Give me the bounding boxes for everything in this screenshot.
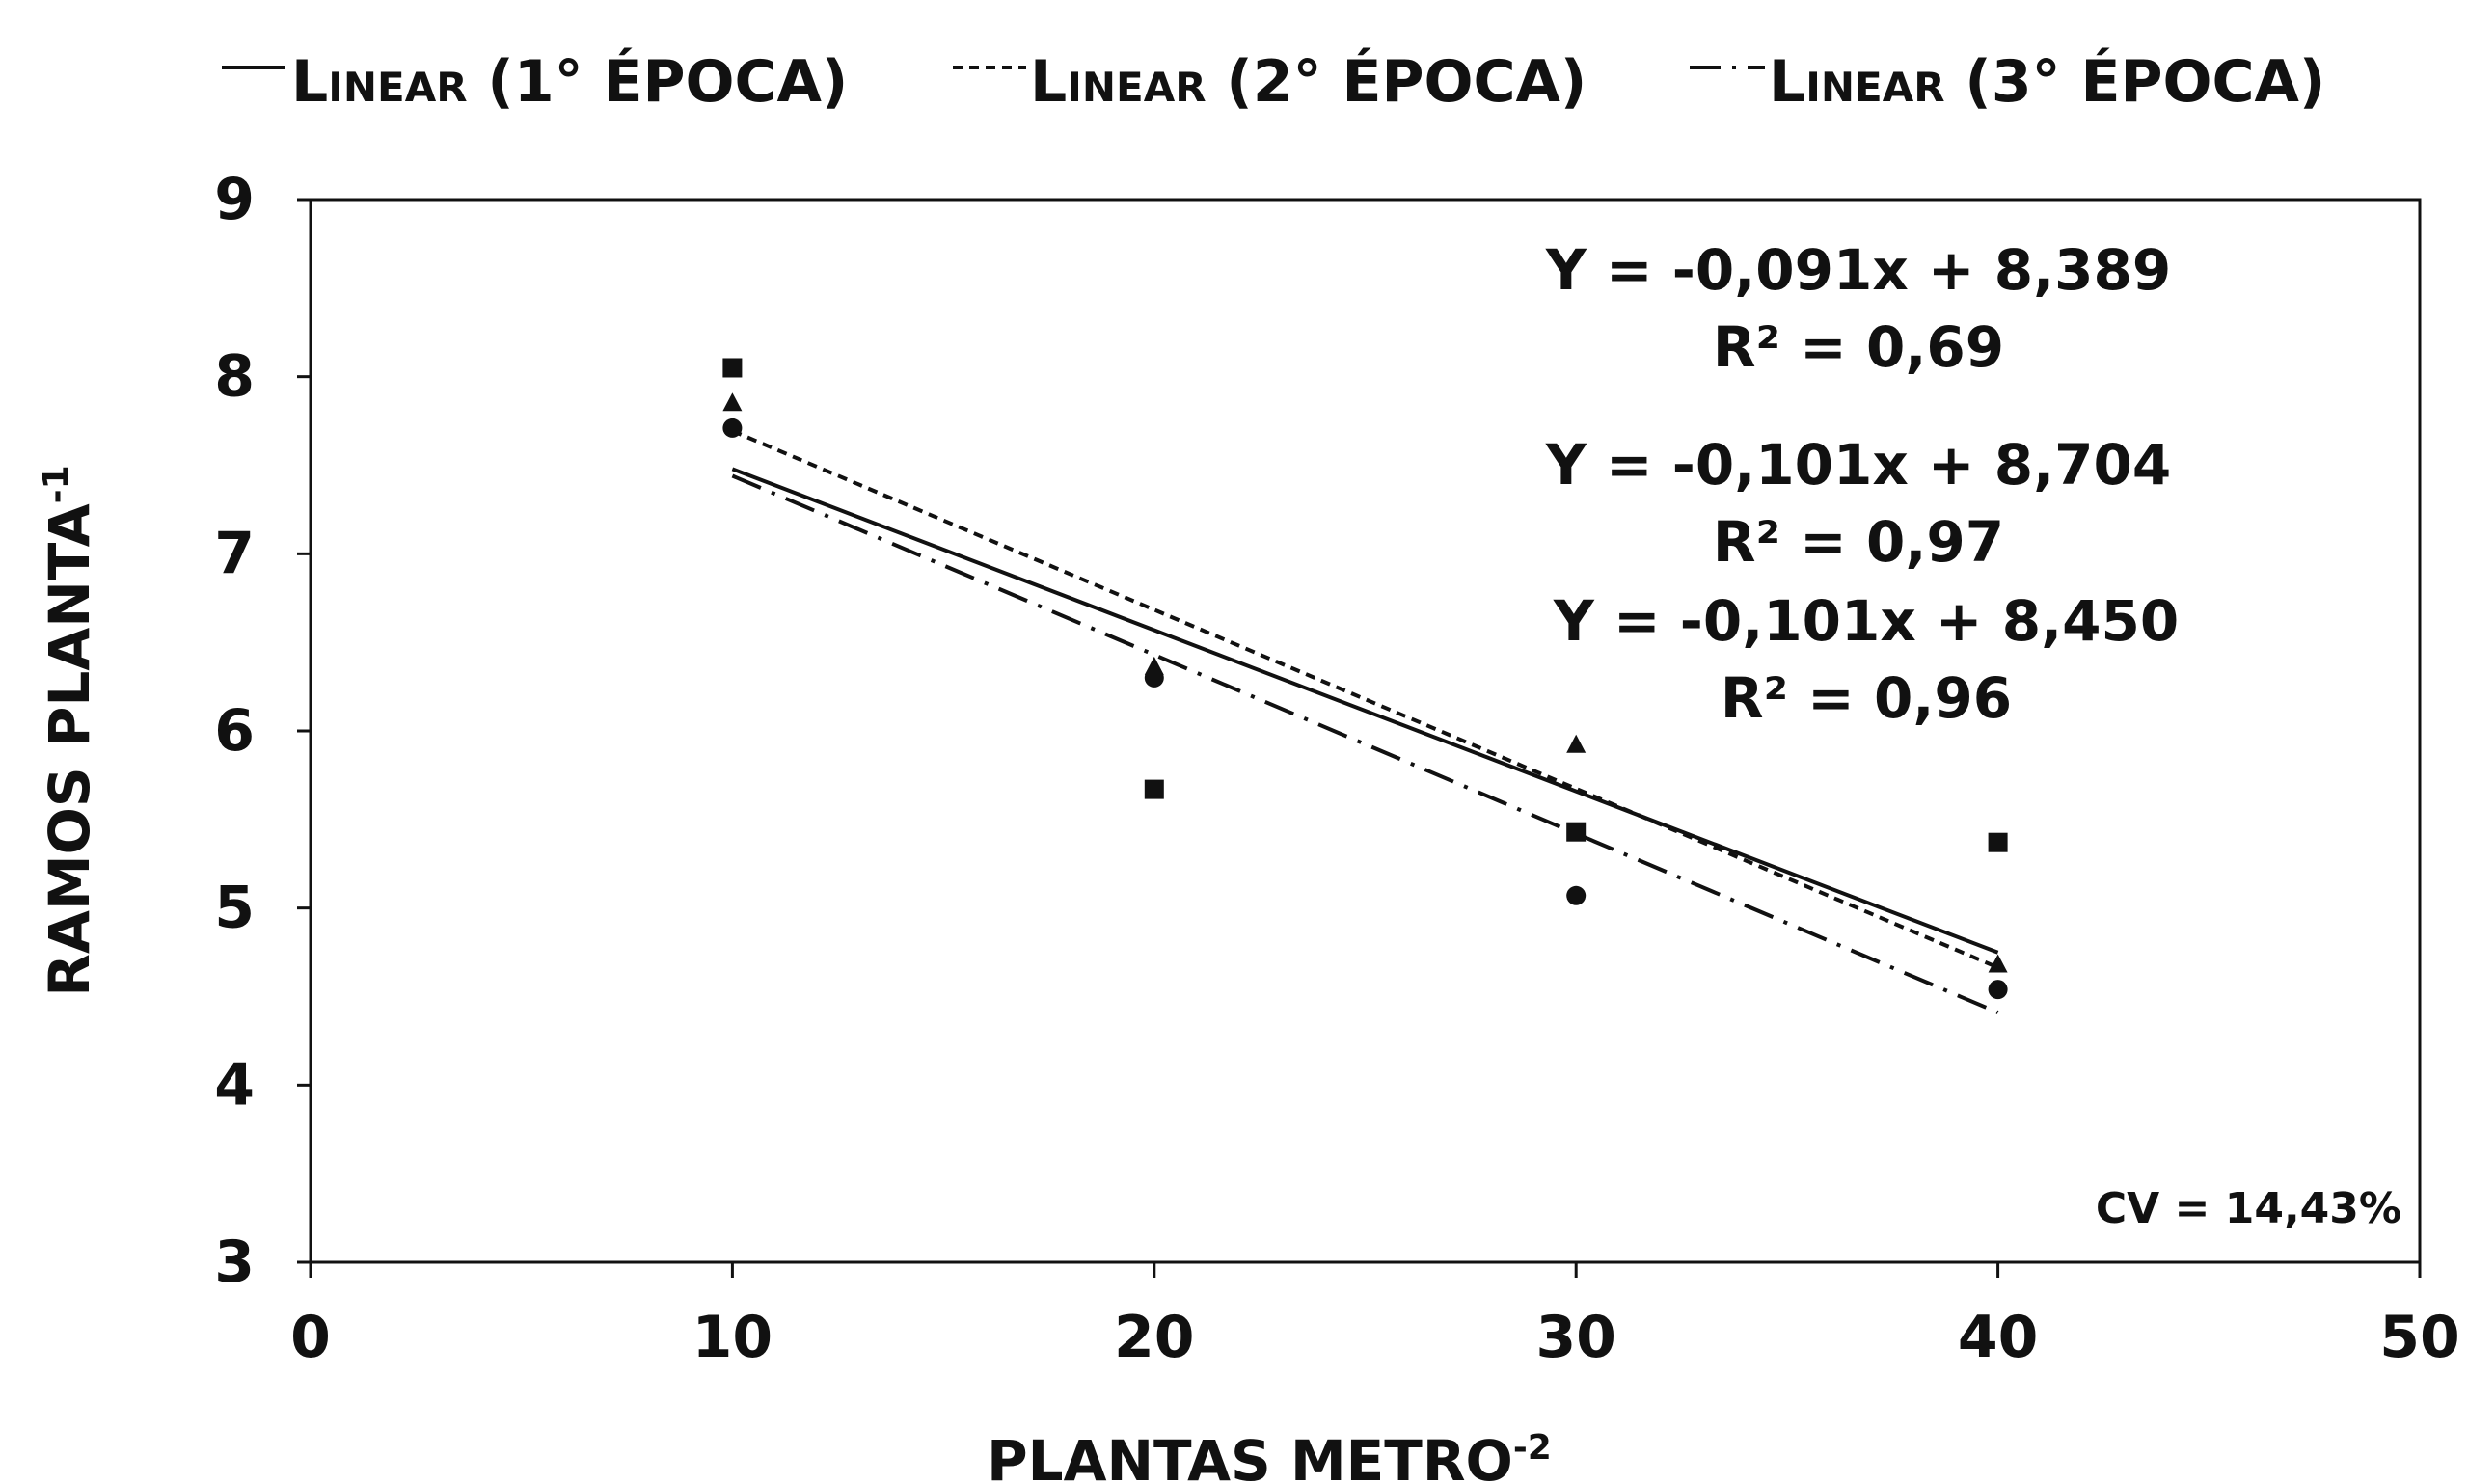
point-triangle [1988, 954, 2008, 973]
point-circle [1144, 667, 1164, 688]
r-squared-3: R² = 0,96 [1721, 665, 2012, 731]
x-axis-title-sup: -2 [1513, 1428, 1552, 1468]
point-triangle [1566, 734, 1587, 753]
point-square [1144, 779, 1164, 799]
trendlines [731, 429, 1999, 1014]
x-tick-label: 40 [1958, 1304, 2039, 1371]
legend: Linear (1° ÉPOCA) Linear (2° ÉPOCA) Line… [222, 46, 2325, 116]
x-tick-label: 50 [2379, 1304, 2460, 1371]
point-triangle [722, 392, 743, 412]
x-tick-label: 0 [290, 1304, 331, 1371]
point-circle [1566, 885, 1587, 905]
y-tick-label: 5 [214, 875, 255, 942]
equation-3: Y = -0,101x + 8,450 [1553, 588, 2179, 654]
point-square [1566, 822, 1587, 842]
trendline-solid [731, 467, 1999, 955]
x-tick-label: 20 [1114, 1304, 1195, 1371]
x-axis-title: PLANTAS METRO-2 [987, 1428, 1552, 1484]
legend-label-3: Linear (3° ÉPOCA) [1769, 46, 2325, 116]
point-circle [1988, 980, 2008, 1000]
y-tick-label: 6 [214, 697, 255, 765]
data-points [722, 358, 2008, 1000]
equation-1: Y = -0,091x + 8,389 [1545, 237, 2171, 303]
y-tick-label: 7 [214, 520, 255, 587]
y-tick-label: 4 [214, 1051, 255, 1119]
r-squared-2: R² = 0,97 [1713, 509, 2004, 575]
y-tick-label: 9 [214, 166, 255, 233]
x-tick-label: 10 [692, 1304, 773, 1371]
y-tick-label: 3 [214, 1228, 255, 1296]
equations: Y = -0,091x + 8,389 R² = 0,69 Y = -0,101… [1545, 237, 2401, 1233]
y-axis: 3 4 5 6 7 8 9 [214, 166, 311, 1296]
cv-label: CV = 14,43% [2096, 1184, 2401, 1233]
point-circle [722, 418, 743, 438]
x-tick-label: 30 [1535, 1304, 1616, 1371]
point-square [1988, 832, 2008, 852]
y-tick-label: 8 [214, 343, 255, 411]
point-square [722, 358, 743, 378]
y-axis-title-sup: -1 [37, 465, 76, 503]
y-axis-title-main: RAMOS PLANTA [37, 503, 102, 996]
x-axis: 0 10 20 30 40 50 [290, 1262, 2460, 1371]
trendline-dashdot [731, 473, 1999, 1014]
legend-label-2: Linear (2° ÉPOCA) [1030, 46, 1587, 116]
r-squared-1: R² = 0,69 [1713, 314, 2004, 380]
plot-area [309, 198, 2422, 1264]
y-axis-title: RAMOS PLANTA-1 [37, 465, 102, 996]
x-axis-title-main: PLANTAS METRO [987, 1428, 1513, 1484]
equation-2: Y = -0,101x + 8,704 [1545, 432, 2171, 498]
legend-label-1: Linear (1° ÉPOCA) [291, 46, 848, 116]
